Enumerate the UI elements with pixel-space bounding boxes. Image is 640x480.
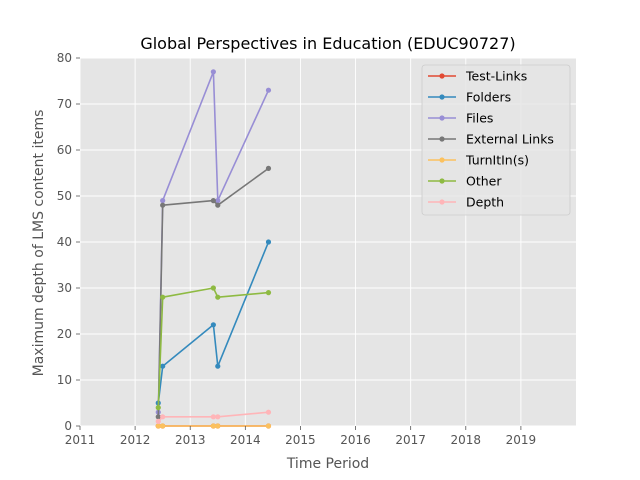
series-turnitin-s xyxy=(155,423,272,429)
legend-label: Files xyxy=(466,111,493,126)
x-tick-label: 2013 xyxy=(175,433,206,447)
legend-label: Other xyxy=(466,174,502,189)
chart-title: Global Perspectives in Education (EDUC90… xyxy=(140,34,515,53)
legend-item-depth: Depth xyxy=(428,195,504,210)
series-layer xyxy=(155,69,272,429)
x-tick-label: 2011 xyxy=(65,433,96,447)
legend-marker xyxy=(439,136,445,142)
legend-marker xyxy=(439,157,445,163)
series-folders xyxy=(155,239,272,406)
data-point-depth xyxy=(155,418,161,424)
y-axis-label: Maximum depth of LMS content items xyxy=(31,110,47,377)
axis-ticks: 2011 2012 2013 2014 2015 2016 2017 2018 2019 0 10 2… xyxy=(57,51,536,447)
data-point-turnitin-s xyxy=(155,423,161,429)
data-point-other xyxy=(215,294,221,300)
data-point-turnitin-s xyxy=(210,423,216,429)
data-point-folders xyxy=(160,363,166,369)
legend-item-external-links: External Links xyxy=(428,132,554,147)
legend-marker xyxy=(439,199,445,205)
x-tick-label: 2019 xyxy=(506,433,537,447)
data-point-turnitin-s xyxy=(215,423,221,429)
legend-label: TurnItIn(s) xyxy=(465,153,529,168)
y-tick-label: 50 xyxy=(57,189,72,203)
legend-item-other: Other xyxy=(428,174,502,189)
data-point-files xyxy=(210,69,216,75)
data-point-turnitin-s xyxy=(160,423,166,429)
data-point-files xyxy=(265,87,272,93)
data-point-other xyxy=(265,290,272,296)
data-point-depth xyxy=(160,414,166,420)
data-point-external-links xyxy=(215,202,221,208)
x-tick-label: 2015 xyxy=(285,433,316,447)
x-tick-label: 2012 xyxy=(120,433,151,447)
x-axis-label: Time Period xyxy=(286,456,369,472)
data-point-external-links xyxy=(160,202,166,208)
data-point-folders xyxy=(210,322,216,328)
legend-item-folders: Folders xyxy=(428,90,511,105)
legend-label: Depth xyxy=(466,195,504,210)
y-tick-label: 60 xyxy=(57,143,72,157)
data-point-turnitin-s xyxy=(265,423,272,429)
legend-marker xyxy=(439,115,445,121)
data-point-external-links xyxy=(210,198,216,204)
legend-label: Test-Links xyxy=(465,69,527,84)
series-depth xyxy=(155,409,272,424)
y-tick-label: 40 xyxy=(57,235,72,249)
x-tick-label: 2017 xyxy=(395,433,426,447)
legend-item-turnitin-s: TurnItIn(s) xyxy=(428,153,529,168)
y-tick-label: 70 xyxy=(57,97,72,111)
y-tick-label: 80 xyxy=(57,51,72,65)
data-point-files xyxy=(215,198,221,204)
x-tick-label: 2018 xyxy=(451,433,482,447)
legend-marker xyxy=(439,178,445,184)
series-other xyxy=(155,285,272,411)
legend-label: External Links xyxy=(466,132,554,147)
y-tick-label: 20 xyxy=(57,327,72,341)
legend-label: Folders xyxy=(466,90,511,105)
data-point-files xyxy=(160,198,166,204)
y-tick-label: 0 xyxy=(64,419,72,433)
data-point-external-links xyxy=(155,414,161,420)
data-point-folders xyxy=(265,239,272,245)
data-point-other xyxy=(160,294,166,300)
legend-marker xyxy=(439,73,445,79)
data-point-depth xyxy=(215,414,221,420)
data-point-external-links xyxy=(265,165,272,171)
legend-item-files: Files xyxy=(428,111,493,126)
data-point-depth xyxy=(265,409,272,415)
x-tick-label: 2014 xyxy=(230,433,261,447)
legend: Test-Links Folders Files External Links Turn… xyxy=(421,64,571,216)
x-tick-label: 2016 xyxy=(340,433,371,447)
legend-item-test-links: Test-Links xyxy=(428,69,527,84)
data-point-folders xyxy=(215,363,221,369)
y-tick-label: 10 xyxy=(57,373,72,387)
series-external-links xyxy=(155,165,272,420)
legend-marker xyxy=(439,94,445,100)
data-point-other xyxy=(210,285,216,291)
data-point-depth xyxy=(210,414,216,420)
legend-box xyxy=(421,64,571,216)
data-point-other xyxy=(155,405,161,411)
y-tick-label: 30 xyxy=(57,281,72,295)
